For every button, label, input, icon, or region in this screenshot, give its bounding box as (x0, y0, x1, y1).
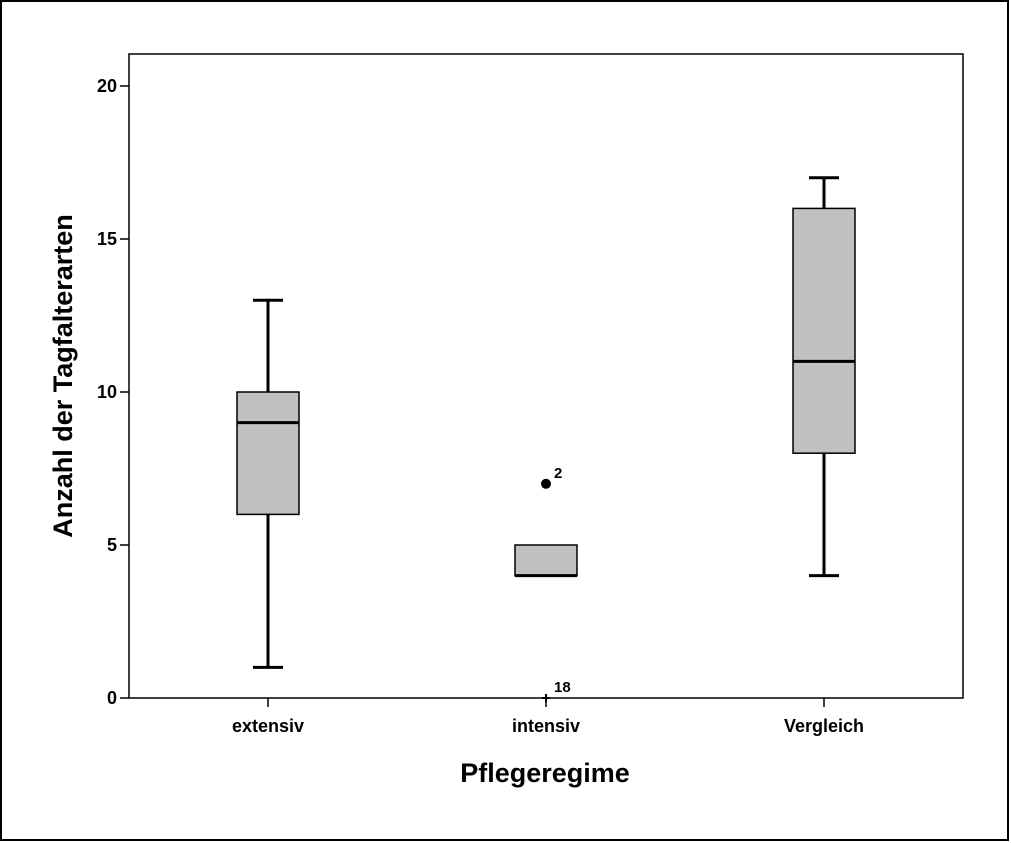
y-tick-label-0: 0 (107, 688, 117, 708)
box-2 (793, 208, 855, 453)
x-axis-title: Pflegeregime (460, 758, 630, 788)
y-axis-title: Anzahl der Tagfalterarten (48, 214, 78, 538)
x-tick-label-2: Vergleich (784, 716, 864, 736)
x-tick-label-0: extensiv (232, 716, 304, 736)
outlier-label-1-1: 18 (554, 679, 571, 696)
y-tick-label-10: 10 (97, 382, 117, 402)
x-tick-label-1: intensiv (512, 716, 580, 736)
outlier-label-1-0: 2 (554, 465, 562, 482)
box-0 (237, 392, 299, 514)
y-tick-label-5: 5 (107, 535, 117, 555)
y-tick-label-20: 20 (97, 76, 117, 96)
outlier-marker-1-0 (541, 479, 551, 489)
y-tick-label-15: 15 (97, 229, 117, 249)
box-1 (515, 545, 577, 576)
